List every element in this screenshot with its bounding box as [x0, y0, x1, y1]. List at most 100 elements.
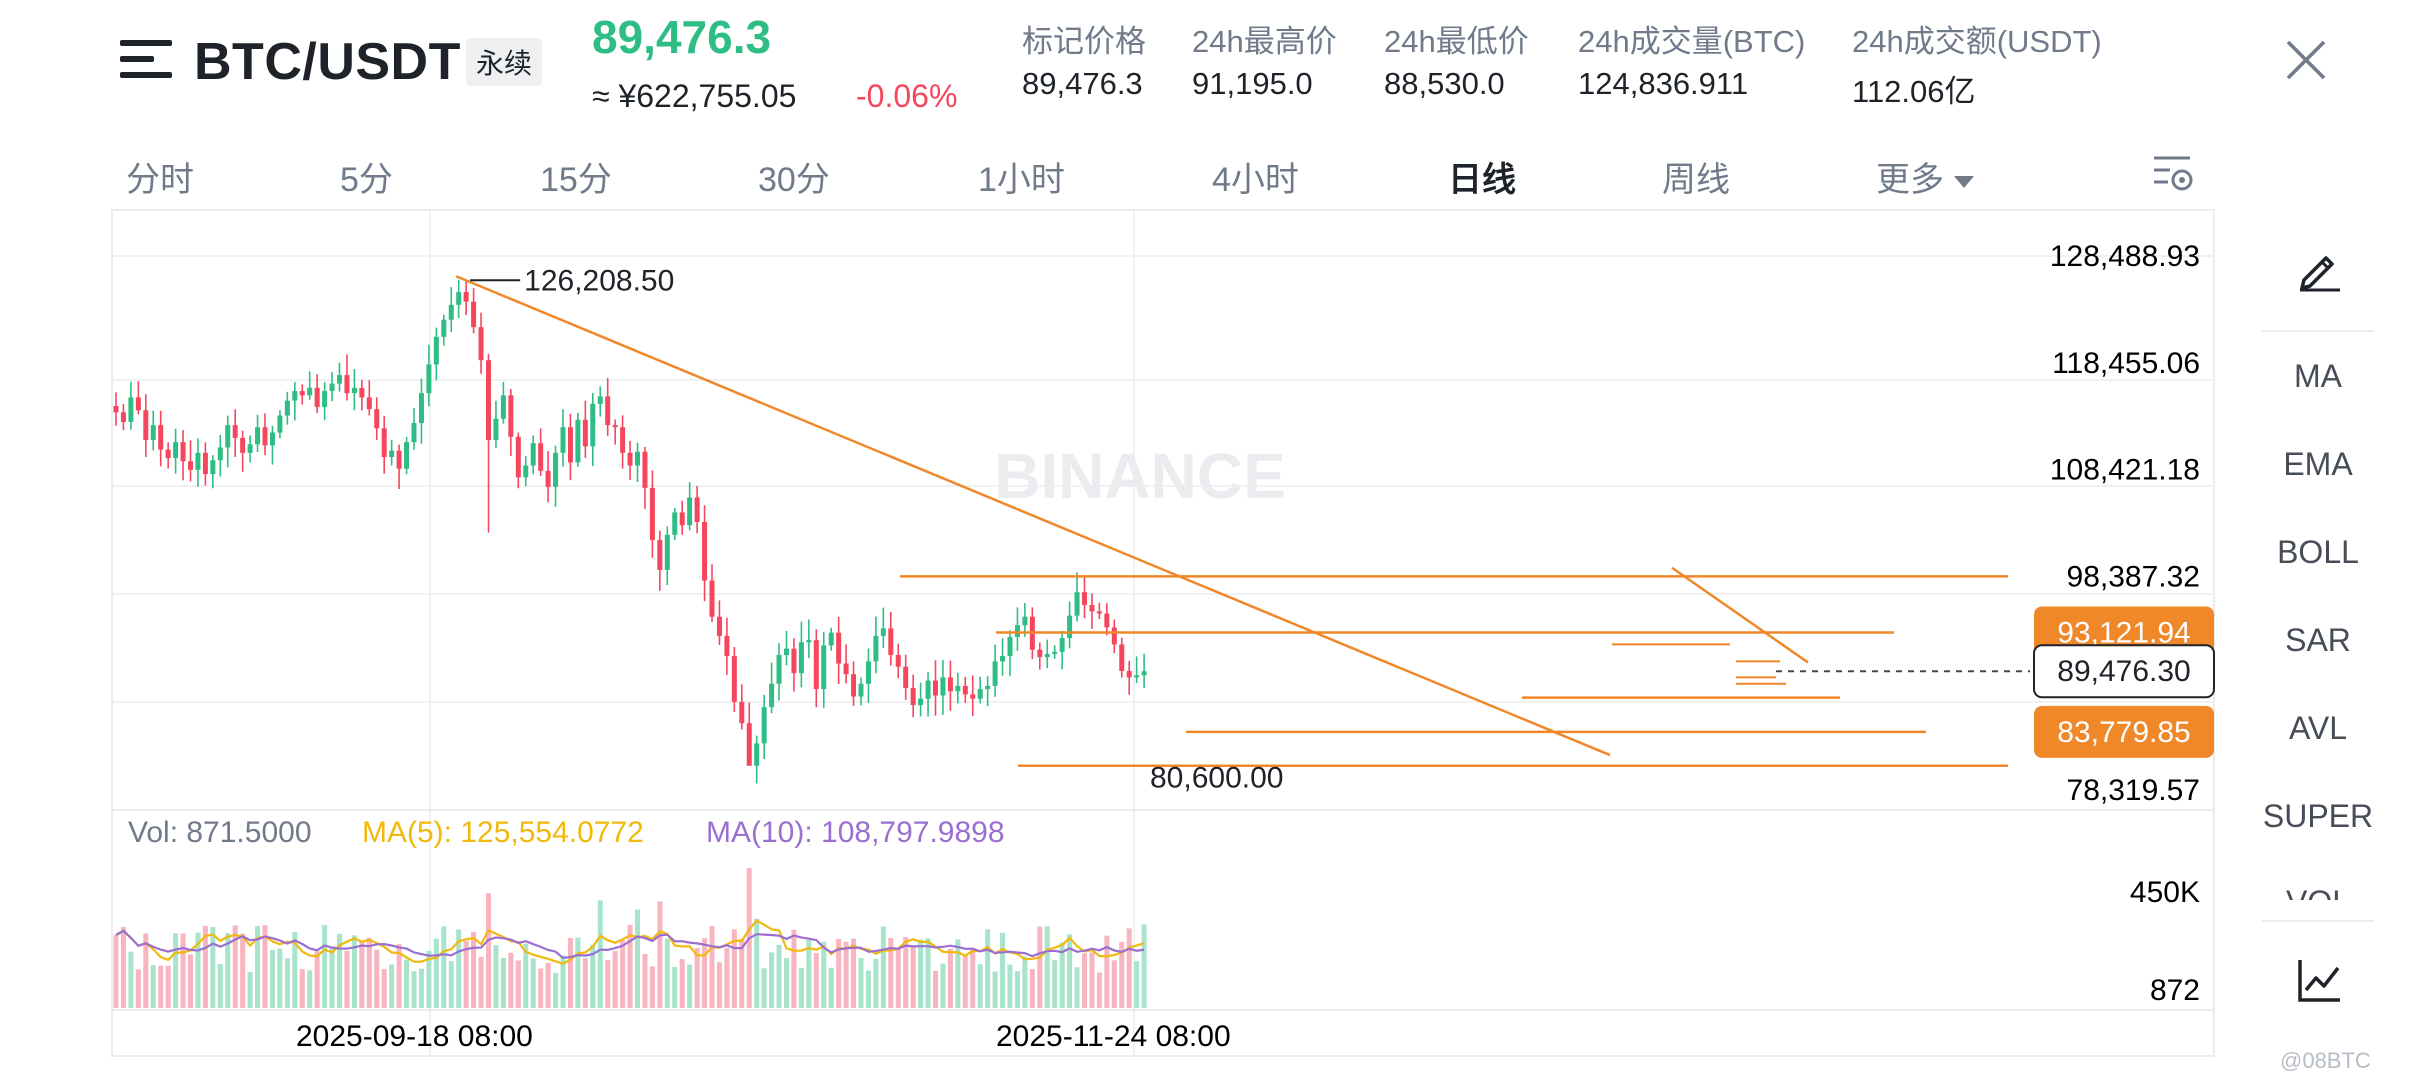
volume-bar: [1029, 969, 1035, 1008]
candle-body: [955, 685, 961, 692]
volume-legend-ma5: MA(5): 125,554.0772: [362, 816, 644, 849]
close-icon[interactable]: [2284, 38, 2328, 82]
candle-body: [888, 628, 894, 656]
candle-body: [694, 497, 700, 522]
candle-body: [128, 397, 134, 422]
time-axis: 2025-09-18 08:00 2025-11-24 08:00: [296, 1020, 1231, 1053]
menu-icon[interactable]: [120, 36, 172, 84]
tab-interval-1h[interactable]: 1小时: [978, 161, 1065, 199]
candle-body: [1104, 613, 1110, 628]
stat-value-24h-high: 91,195.0: [1192, 66, 1313, 101]
candle-body: [702, 521, 708, 581]
tab-interval-15m[interactable]: 15分: [540, 161, 612, 199]
indicator-avl[interactable]: AVL: [2288, 710, 2348, 746]
indicator-sar[interactable]: SAR: [2285, 622, 2351, 658]
volume-bar: [277, 948, 283, 1008]
candle-body: [1037, 649, 1043, 658]
volume-bar: [113, 934, 119, 1008]
tab-interval-more[interactable]: 更多: [1876, 152, 1974, 201]
volume-bar: [1037, 926, 1043, 1008]
candle-body: [143, 410, 149, 441]
candle-body: [1000, 656, 1006, 662]
price-tag-box: [2033, 644, 2215, 699]
volume-ma5-line: [115, 919, 1145, 965]
indicator-ma[interactable]: MA: [2294, 358, 2342, 394]
indicator-vol-partial[interactable]: VOL: [2262, 884, 2374, 900]
candle-body: [858, 683, 864, 697]
volume-bar: [471, 932, 477, 1008]
volume-bar: [389, 964, 395, 1008]
stat-label-24h-low: 24h最低价: [1384, 24, 1529, 59]
candle-body: [567, 427, 573, 463]
volume-bar: [709, 925, 715, 1008]
candle-body: [679, 512, 685, 526]
volume-bar: [180, 933, 186, 1008]
volume-bar: [836, 938, 842, 1008]
annotations: 126,208.50 80,600.00: [470, 264, 1283, 795]
stat-value-24h-turnover: 112.06亿: [1852, 74, 1976, 109]
volume-bar: [925, 938, 931, 1008]
candle-body: [225, 425, 231, 448]
volume-bar: [716, 962, 722, 1008]
stat-label-mark-price: 标记价格: [1022, 24, 1146, 59]
stat-label-24h-high: 24h最高价: [1192, 24, 1337, 59]
candle-body: [635, 451, 640, 466]
candle-body: [448, 304, 454, 320]
candle-body: [486, 360, 491, 441]
volume-bar: [962, 955, 968, 1008]
candle-body: [188, 461, 193, 470]
pencil-icon[interactable]: [2296, 244, 2344, 292]
volume-bar: [806, 939, 812, 1008]
volume-bar: [426, 950, 432, 1008]
volume-bar: [173, 933, 179, 1008]
trading-pair[interactable]: BTC/USDT: [194, 33, 461, 91]
chart-settings-icon[interactable]: [2150, 150, 2196, 196]
price-change-percent: -0.06%: [856, 78, 958, 114]
candle-body: [493, 418, 499, 441]
indicator-boll[interactable]: BOLL: [2277, 534, 2359, 570]
caret-down-icon: [1954, 176, 1974, 189]
candle-body: [977, 689, 983, 699]
candle-body: [1096, 611, 1102, 614]
volume-bar: [1089, 952, 1095, 1008]
candle-body: [761, 707, 767, 744]
volume-legend-vol: Vol: 871.5000: [128, 816, 312, 849]
candle-body: [389, 450, 395, 458]
volume-bar: [1007, 964, 1013, 1008]
volume-bar: [1022, 956, 1028, 1008]
candle-body: [769, 683, 775, 708]
candle-body: [277, 415, 283, 433]
candle-body: [1059, 637, 1065, 652]
volume-bar: [821, 941, 827, 1008]
volume-bar: [396, 944, 402, 1008]
tab-interval-5m[interactable]: 5分: [340, 161, 393, 199]
volume-bar: [843, 941, 849, 1008]
candle-body: [195, 452, 201, 470]
candle-body: [612, 425, 618, 428]
chart-line-icon[interactable]: [2296, 956, 2344, 1004]
volume-bar: [873, 958, 879, 1008]
candle-body: [873, 635, 879, 662]
candle-body: [1126, 670, 1132, 678]
volume-bar: [322, 925, 328, 1008]
tab-interval-4h[interactable]: 4小时: [1212, 161, 1299, 199]
volume-bar: [582, 958, 588, 1008]
tab-interval-30m[interactable]: 30分: [758, 161, 830, 199]
candle-body: [895, 655, 901, 667]
indicator-ema[interactable]: EMA: [2283, 446, 2353, 482]
candle-body: [709, 580, 715, 617]
volume-bar: [687, 964, 693, 1008]
volume-bar: [910, 946, 916, 1008]
candle-body: [307, 387, 313, 396]
tab-interval-realtime[interactable]: 分时: [126, 161, 194, 199]
corner-watermark: @08BTC: [2280, 1048, 2371, 1073]
volume-bar: [739, 938, 745, 1008]
price-tag-box: [2034, 705, 2214, 758]
tab-interval-1w[interactable]: 周线: [1662, 161, 1730, 199]
candle-body: [575, 419, 581, 463]
price-tag-label: 83,779.85: [2057, 716, 2190, 749]
indicator-super[interactable]: SUPER: [2262, 798, 2374, 834]
candle-body: [180, 442, 186, 462]
tab-interval-1d[interactable]: 日线: [1448, 161, 1516, 199]
